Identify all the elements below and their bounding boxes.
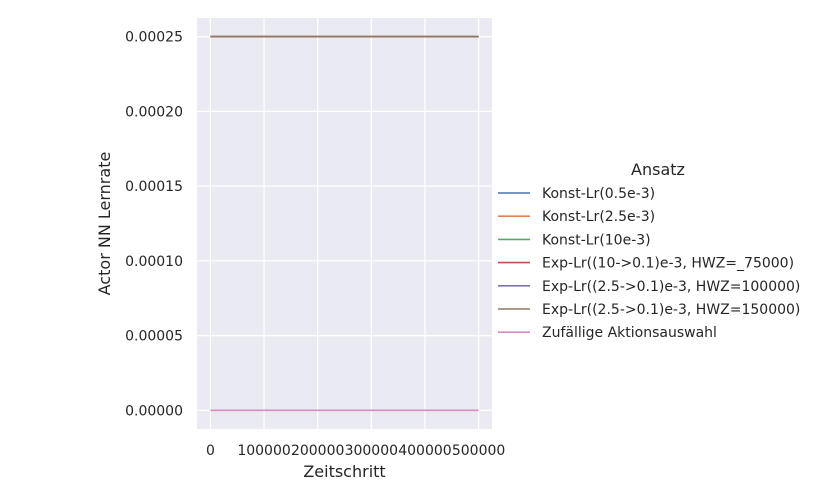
series-lines: [210, 35, 479, 412]
legend-entry: Exp-Lr((2.5->0.1)e-3, HWZ=150000): [542, 302, 800, 318]
x-tick-label: 0: [206, 443, 215, 459]
y-tick-label: 0.00005: [125, 329, 183, 345]
y-tick-label: 0.00020: [125, 104, 183, 120]
legend-entry: Exp-Lr((10->0.1)e-3, HWZ=_75000): [542, 256, 794, 272]
legend-entry: Konst-Lr(10e-3): [542, 232, 651, 248]
legend-entry: Exp-Lr((2.5->0.1)e-3, HWZ=100000): [542, 279, 800, 295]
legend: Ansatz Konst-Lr(0.5e-3) Konst-Lr(2.5e-3) K…: [498, 160, 800, 341]
x-tick-label: 400000: [398, 443, 451, 459]
y-tick-label: 0.00000: [125, 403, 183, 419]
x-tick-labels: 0 100000 200000 300000 400000 500000: [206, 443, 505, 459]
y-tick-label: 0.00015: [125, 179, 183, 195]
legend-entry: Konst-Lr(0.5e-3): [542, 186, 655, 202]
x-tick-label: 200000: [291, 443, 344, 459]
legend-title: Ansatz: [631, 160, 685, 179]
y-tick-label: 0.00010: [125, 254, 183, 270]
y-tick-labels: 0.00000 0.00005 0.00010 0.00015 0.00020 0.000…: [125, 30, 183, 420]
legend-entry: Konst-Lr(2.5e-3): [542, 209, 655, 225]
x-tick-label: 300000: [345, 443, 398, 459]
legend-entry: Zufällige Aktionsauswahl: [542, 325, 717, 341]
x-axis-label: Zeitschritt: [303, 462, 385, 481]
x-tick-label: 500000: [452, 443, 505, 459]
y-axis-label: Actor NN Lernrate: [95, 152, 114, 296]
y-tick-label: 0.00025: [125, 30, 183, 46]
x-tick-label: 100000: [237, 443, 290, 459]
plot-background: [197, 18, 492, 429]
